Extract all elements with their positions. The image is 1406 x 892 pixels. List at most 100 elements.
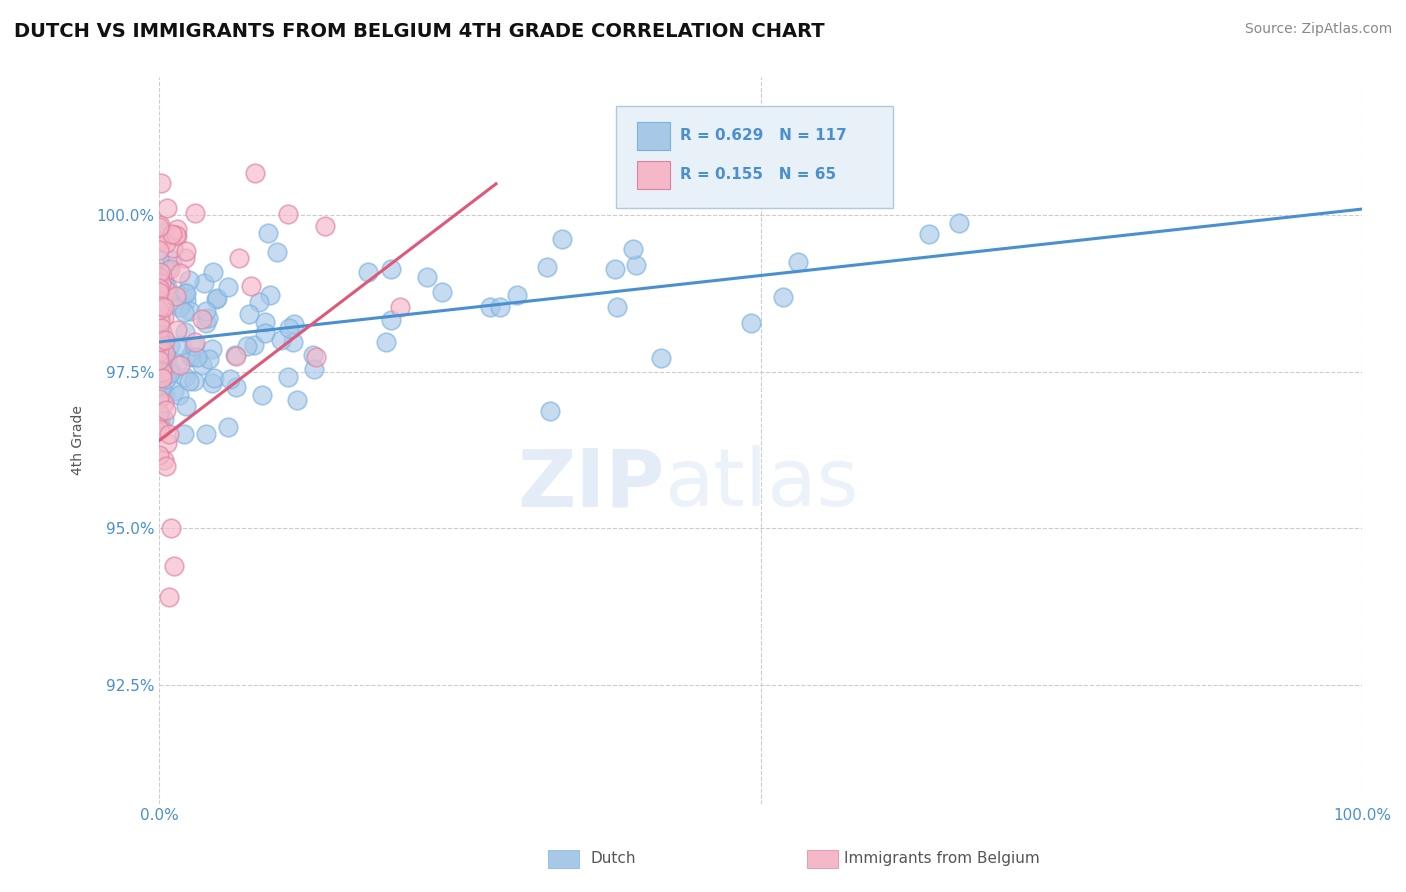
Point bbox=[148, 303, 170, 318]
Point bbox=[190, 312, 212, 326]
Point bbox=[148, 274, 170, 288]
Point bbox=[772, 290, 794, 304]
Text: ZIP: ZIP bbox=[517, 445, 665, 523]
Point bbox=[160, 227, 183, 242]
Point bbox=[148, 448, 170, 462]
Point bbox=[266, 245, 288, 260]
Point bbox=[153, 453, 176, 467]
Point bbox=[159, 262, 181, 277]
Point bbox=[148, 392, 170, 407]
Point bbox=[149, 414, 172, 428]
Point bbox=[195, 427, 218, 442]
Point bbox=[148, 334, 170, 349]
Point bbox=[153, 310, 176, 324]
Point bbox=[159, 367, 181, 381]
Point bbox=[536, 260, 558, 274]
Point bbox=[169, 297, 191, 311]
Point bbox=[917, 227, 939, 242]
Point bbox=[283, 334, 305, 349]
Point bbox=[169, 300, 191, 314]
Point bbox=[217, 280, 239, 294]
Point bbox=[506, 288, 529, 302]
Point bbox=[179, 304, 201, 318]
Point bbox=[148, 353, 170, 368]
Point bbox=[155, 262, 177, 277]
Point bbox=[551, 232, 574, 246]
Point bbox=[201, 342, 224, 356]
Point bbox=[357, 265, 380, 279]
Point bbox=[169, 358, 191, 372]
Point bbox=[166, 228, 188, 243]
Point bbox=[173, 427, 195, 442]
Point bbox=[259, 288, 281, 302]
Point bbox=[148, 326, 170, 341]
Point bbox=[149, 335, 172, 350]
Point bbox=[184, 334, 207, 349]
Point bbox=[167, 388, 190, 402]
Point bbox=[148, 369, 170, 384]
Point bbox=[166, 222, 188, 236]
Point bbox=[148, 265, 170, 279]
Point bbox=[155, 349, 177, 363]
Point bbox=[186, 350, 208, 364]
Point bbox=[173, 370, 195, 384]
Point bbox=[148, 406, 170, 420]
Point bbox=[166, 358, 188, 372]
Point bbox=[948, 216, 970, 230]
Point bbox=[195, 304, 218, 318]
Point bbox=[174, 286, 197, 301]
Point bbox=[374, 334, 396, 349]
Point bbox=[224, 348, 246, 362]
Point bbox=[148, 285, 170, 299]
Point bbox=[156, 201, 179, 215]
Point bbox=[302, 361, 325, 376]
Point bbox=[250, 388, 273, 402]
Point bbox=[149, 313, 172, 327]
Point bbox=[149, 422, 172, 436]
Point bbox=[148, 301, 170, 316]
Point bbox=[204, 292, 226, 306]
Point bbox=[152, 300, 174, 314]
Point bbox=[153, 396, 176, 410]
Point bbox=[217, 420, 239, 434]
Point bbox=[169, 266, 191, 280]
Point bbox=[219, 372, 242, 386]
Bar bbox=[637, 161, 671, 188]
Point bbox=[283, 317, 305, 331]
Point bbox=[650, 351, 672, 365]
Point bbox=[176, 244, 198, 258]
Point bbox=[148, 422, 170, 436]
Point bbox=[285, 393, 308, 408]
Point bbox=[155, 236, 177, 251]
Point bbox=[150, 307, 173, 321]
Point bbox=[621, 242, 644, 256]
Point bbox=[157, 590, 180, 604]
Point bbox=[160, 363, 183, 377]
Point bbox=[155, 334, 177, 348]
Point bbox=[626, 258, 648, 272]
Point bbox=[174, 252, 197, 266]
Point bbox=[155, 372, 177, 386]
Point bbox=[150, 371, 173, 385]
Point bbox=[193, 276, 215, 290]
Point bbox=[163, 384, 186, 398]
Point bbox=[149, 299, 172, 313]
Point bbox=[148, 268, 170, 283]
Point bbox=[152, 342, 174, 356]
Point bbox=[149, 285, 172, 299]
Point bbox=[149, 320, 172, 334]
Text: Immigrants from Belgium: Immigrants from Belgium bbox=[844, 851, 1039, 865]
Point bbox=[278, 321, 301, 335]
Point bbox=[270, 333, 292, 347]
Point bbox=[148, 331, 170, 345]
Point bbox=[277, 370, 299, 384]
Point bbox=[148, 345, 170, 359]
Point bbox=[380, 262, 402, 277]
Point bbox=[180, 350, 202, 364]
Point bbox=[190, 358, 212, 372]
Point bbox=[489, 301, 512, 315]
Point bbox=[149, 335, 172, 350]
Point bbox=[174, 399, 197, 413]
Point bbox=[149, 380, 172, 394]
Point bbox=[152, 225, 174, 239]
